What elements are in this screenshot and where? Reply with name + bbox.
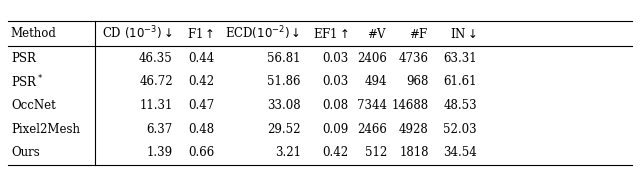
Text: 0.42: 0.42: [323, 146, 349, 159]
Text: 0.09: 0.09: [323, 122, 349, 136]
Text: 4736: 4736: [399, 52, 429, 65]
Text: 52.03: 52.03: [443, 122, 477, 136]
Text: 29.52: 29.52: [268, 122, 301, 136]
Text: 46.35: 46.35: [139, 52, 173, 65]
Text: 494: 494: [365, 75, 387, 88]
Text: Method: Method: [11, 27, 57, 40]
Text: 1818: 1818: [399, 146, 429, 159]
Text: 512: 512: [365, 146, 387, 159]
Text: 14688: 14688: [392, 99, 429, 112]
Text: ECD$(10^{-2})\downarrow$: ECD$(10^{-2})\downarrow$: [225, 25, 301, 43]
Text: 0.08: 0.08: [323, 99, 349, 112]
Text: 0.03: 0.03: [323, 75, 349, 88]
Text: Ours: Ours: [11, 146, 40, 159]
Text: 61.61: 61.61: [444, 75, 477, 88]
Text: OccNet: OccNet: [11, 99, 56, 112]
Text: 0.44: 0.44: [188, 52, 214, 65]
Text: 51.86: 51.86: [268, 75, 301, 88]
Text: Pixel2Mesh: Pixel2Mesh: [11, 122, 80, 136]
Text: 11.31: 11.31: [140, 99, 173, 112]
Text: CD $(10^{-3})\downarrow$: CD $(10^{-3})\downarrow$: [102, 25, 173, 43]
Text: PSR: PSR: [11, 52, 36, 65]
Text: 34.54: 34.54: [443, 146, 477, 159]
Text: 0.48: 0.48: [188, 122, 214, 136]
Text: $\#$F: $\#$F: [409, 27, 429, 41]
Text: 6.37: 6.37: [147, 122, 173, 136]
Text: 63.31: 63.31: [443, 52, 477, 65]
Text: 0.03: 0.03: [323, 52, 349, 65]
Text: 2466: 2466: [357, 122, 387, 136]
Text: EF1$\uparrow$: EF1$\uparrow$: [313, 27, 349, 41]
Text: 0.47: 0.47: [188, 99, 214, 112]
Text: 0.42: 0.42: [188, 75, 214, 88]
Text: 0.66: 0.66: [188, 146, 214, 159]
Text: 968: 968: [406, 75, 429, 88]
Text: IN$\downarrow$: IN$\downarrow$: [450, 27, 477, 41]
Text: 1.39: 1.39: [147, 146, 173, 159]
Text: 7344: 7344: [357, 99, 387, 112]
Text: F1$\uparrow$: F1$\uparrow$: [187, 27, 214, 41]
Text: 48.53: 48.53: [443, 99, 477, 112]
Text: 56.81: 56.81: [268, 52, 301, 65]
Text: 46.72: 46.72: [139, 75, 173, 88]
Text: 3.21: 3.21: [275, 146, 301, 159]
Text: 33.08: 33.08: [267, 99, 301, 112]
Text: $\#$V: $\#$V: [367, 27, 387, 41]
Text: PSR$^*$: PSR$^*$: [11, 74, 44, 90]
Text: 4928: 4928: [399, 122, 429, 136]
Text: 2406: 2406: [357, 52, 387, 65]
